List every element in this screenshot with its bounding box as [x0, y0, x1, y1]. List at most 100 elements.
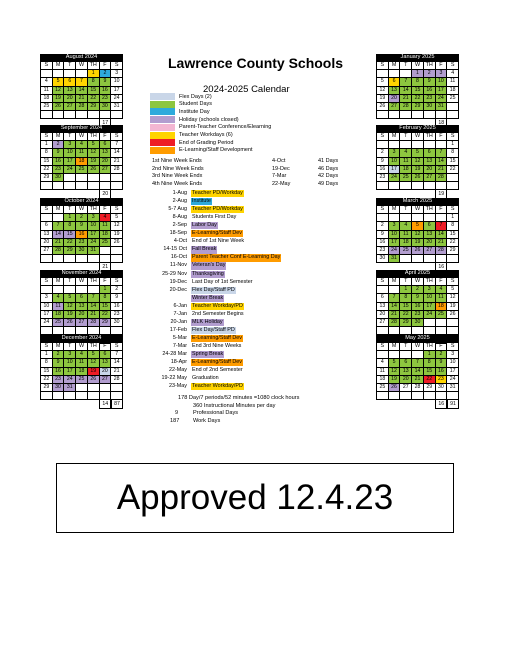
footer-spacer [52, 400, 64, 408]
day-cell [388, 392, 401, 401]
day-cell [423, 214, 436, 223]
day-cell [99, 182, 112, 191]
day-cell: 17 [447, 367, 459, 376]
day-cell: 26 [377, 102, 389, 112]
event-name: Thanksgiving [191, 270, 225, 278]
day-cell: 20 [423, 165, 436, 174]
weekday-header: S [41, 278, 53, 287]
day-cell: 5 [52, 78, 65, 87]
event-date: 18-Apr [170, 359, 187, 366]
legend-label: Student Days [179, 101, 213, 108]
day-cell: 28 [52, 246, 65, 256]
event-row: 7-Jan 2nd Semester Begins [152, 311, 245, 318]
day-cell: 10 [388, 230, 401, 239]
month-grid: S M T W TH F S 1 2 3 4 5 6 7 8 9 10 11 12 13 14 15 16 17 18 19 20 2… [376, 342, 459, 401]
day-cell [435, 111, 448, 120]
legend-swatch [150, 93, 175, 100]
day-cell [111, 255, 123, 264]
day-cell [412, 141, 424, 150]
day-cell: 23 [52, 165, 65, 174]
event-row: 2-Aug Institute [152, 198, 212, 206]
weekday-header: S [111, 343, 123, 352]
event-name: End 3rd Nine Weeks [192, 342, 242, 349]
event-date: 19-22 May [161, 375, 187, 382]
calendar-month: December 2024 S M T W TH F S 1 2 3 4 5 6 7 8 9 10 11 12 13 14… [40, 335, 123, 410]
day-cell: 9 [52, 149, 65, 158]
event-row: 18-Apr E-Learning/Staff Dev [152, 359, 243, 367]
event-date: 1-Aug [172, 190, 187, 196]
weekday-header: M [52, 206, 65, 215]
footer-spacer [87, 400, 99, 408]
weekday-header: T [400, 62, 413, 71]
weekday-header: T [400, 343, 413, 352]
legend-swatch [150, 146, 175, 154]
weekday-header: F [99, 206, 112, 215]
day-cell: 6 [400, 359, 413, 368]
day-cell [377, 182, 389, 191]
day-cell: 21 [111, 367, 123, 376]
day-cell: 10 [447, 359, 459, 368]
day-cell: 12 [377, 86, 389, 95]
day-cell [447, 182, 459, 191]
day-cell: 24 [388, 173, 401, 183]
nine-week-label: 1st Nine Week Ends [152, 158, 202, 164]
day-cell [447, 392, 459, 401]
weekday-header: W [76, 206, 88, 215]
day-cell: 16 [435, 367, 448, 376]
day-cell: 26 [52, 102, 65, 112]
day-cell: 4 [377, 359, 389, 368]
event-name: Parent Teacher Conf E-Learning Day [191, 254, 282, 262]
day-cell: 21 [400, 94, 413, 103]
day-cell [87, 182, 100, 191]
legend-swatch [150, 108, 175, 116]
day-cell: 2 [423, 70, 436, 79]
day-cell: 1 [447, 214, 459, 223]
event-row: 22-May End of 2nd Semester [152, 367, 244, 374]
day-cell [87, 327, 100, 336]
day-cell [87, 111, 100, 120]
day-cell [41, 70, 53, 79]
day-cell: 6 [423, 222, 436, 231]
day-cell [400, 141, 413, 150]
day-cell: 15 [41, 157, 53, 166]
day-cell [76, 255, 88, 264]
day-cell: 22 [41, 165, 53, 174]
day-cell [76, 327, 88, 336]
legend-item: E-Learning/Staff Development [150, 146, 253, 154]
day-cell [76, 392, 88, 401]
day-cell: 22 [423, 375, 436, 384]
day-cell: 28 [87, 318, 100, 328]
day-cell: 5 [64, 294, 77, 303]
weekday-header: S [41, 133, 53, 142]
weekday-header: M [52, 133, 65, 142]
day-cell: 26 [412, 173, 424, 183]
weekday-header: F [99, 133, 112, 142]
event-date: 20-Dec [169, 286, 187, 293]
event-name: Teacher PD/Workday [191, 206, 244, 214]
day-cell: 23 [412, 310, 424, 319]
day-cell [377, 214, 389, 223]
event-name: Flex Day/Staff PD [191, 326, 236, 335]
day-cell: 11 [41, 86, 53, 95]
day-cell [99, 173, 112, 183]
day-cell: 20 [400, 375, 413, 384]
weekday-header: S [447, 278, 459, 287]
day-cell: 6 [76, 294, 88, 303]
legend-item: Parent-Teacher Conference/Elearning [150, 123, 271, 131]
weekday-header: T [64, 206, 77, 215]
day-cell: 2 [99, 70, 112, 79]
calendar-month: November 2024 S M T W TH F S 1 2 3 4 5 6 7 8 9 10 11 12 13 14… [40, 270, 123, 345]
day-cell: 18 [435, 302, 448, 311]
day-cell: 3 [111, 70, 123, 79]
day-cell: 6 [64, 78, 77, 87]
footer-spacer [412, 400, 424, 408]
day-cell: 26 [388, 383, 401, 393]
day-cell [64, 286, 77, 295]
day-cell: 30 [377, 255, 389, 264]
day-cell: 1 [447, 141, 459, 150]
weekday-header: M [52, 343, 65, 352]
weekday-header: S [377, 62, 389, 71]
day-cell: 27 [41, 246, 53, 256]
day-cell: 16 [99, 86, 112, 95]
calendar-month: March 2025 S M T W TH F S 1 2 3 4 5 6 7 8 9 10 11 12 13 14 15 1… [376, 198, 459, 273]
